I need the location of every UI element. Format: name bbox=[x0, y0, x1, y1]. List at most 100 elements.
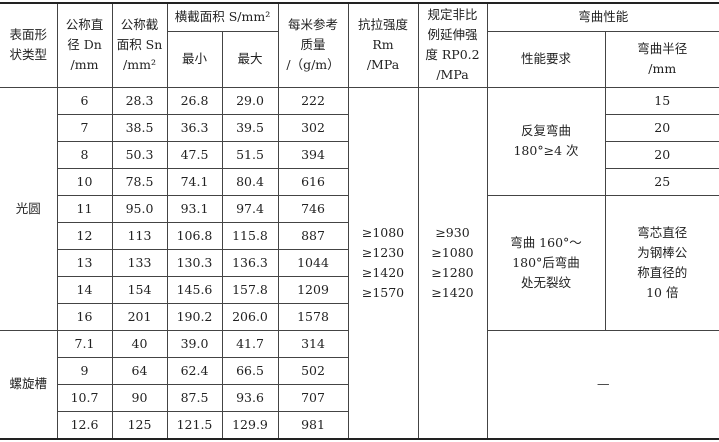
bend-radius: 20 bbox=[604, 140, 719, 169]
area-max: 129.9 bbox=[221, 410, 279, 439]
nominal-diameter: 10 bbox=[57, 167, 113, 196]
nominal-area: 40 bbox=[111, 329, 168, 358]
nominal-area: 50.3 bbox=[111, 140, 168, 169]
bend-radius: 15 bbox=[604, 86, 719, 115]
header-mass: 每米参考 质量 /（g/m） bbox=[277, 2, 349, 88]
table-row: 12.6 125 121.5 129.9 981 bbox=[0, 410, 719, 439]
area-min: 93.1 bbox=[166, 194, 223, 223]
nominal-area: 125 bbox=[111, 410, 168, 439]
nominal-diameter: 13 bbox=[57, 248, 113, 277]
nominal-diameter: 10.7 bbox=[57, 383, 113, 412]
area-max: 97.4 bbox=[221, 194, 279, 223]
proof-strength: ≥930 ≥1080 ≥1280 ≥1420 bbox=[417, 86, 488, 439]
nominal-diameter: 11 bbox=[57, 194, 113, 223]
tensile-strength: ≥1080 ≥1230 ≥1420 ≥1570 bbox=[347, 86, 419, 439]
mass: 1578 bbox=[277, 302, 348, 331]
area-min: 87.5 bbox=[166, 383, 223, 412]
table-row: 10.7 90 87.5 93.6 707 bbox=[0, 383, 719, 412]
table-row: 螺旋槽 7.1 40 39.0 41.7 314 — bbox=[0, 329, 719, 439]
surface-type: 螺旋槽 bbox=[0, 329, 58, 439]
area-max: 93.6 bbox=[221, 383, 279, 412]
bend-radius: 弯芯直径 为钢棒公 称直径的 10 倍 bbox=[604, 194, 719, 331]
area-max: 51.5 bbox=[221, 140, 279, 169]
mass: 314 bbox=[277, 329, 349, 358]
header-surface-type: 表面形 状类型 bbox=[0, 2, 58, 88]
mass: 746 bbox=[277, 194, 349, 223]
nominal-diameter: 7 bbox=[57, 113, 113, 142]
nominal-diameter: 6 bbox=[56, 86, 113, 115]
header-bend-radius: 弯曲半径 /mm bbox=[604, 30, 719, 88]
area-min: 36.3 bbox=[166, 113, 223, 142]
area-min: 39.0 bbox=[166, 329, 223, 358]
nominal-area: 78.5 bbox=[111, 167, 168, 196]
nominal-area: 133 bbox=[111, 248, 168, 277]
area-max: 157.8 bbox=[221, 275, 279, 304]
nominal-diameter: 12.6 bbox=[57, 410, 113, 439]
area-min: 62.4 bbox=[166, 356, 223, 385]
nominal-diameter: 8 bbox=[57, 140, 113, 169]
table-row: 8 50.3 47.5 51.5 394 20 bbox=[0, 140, 719, 169]
mass: 707 bbox=[277, 383, 348, 412]
surface-type: 光圆 bbox=[0, 86, 58, 331]
table-row: 14 154 145.6 157.8 1209 bbox=[0, 275, 719, 304]
table-row: 9 64 62.4 66.5 502 bbox=[0, 356, 719, 385]
area-min: 130.3 bbox=[166, 248, 223, 277]
header-nominal-area: 公称截 面积 Sn /mm² bbox=[111, 2, 168, 88]
area-max: 41.7 bbox=[221, 329, 279, 358]
bend-radius: 20 bbox=[604, 113, 719, 142]
area-max: 29.0 bbox=[221, 86, 279, 115]
mass: 616 bbox=[277, 167, 349, 196]
mass: 1044 bbox=[277, 248, 348, 277]
bend-radius: 25 bbox=[604, 167, 719, 196]
nominal-area: 95.0 bbox=[111, 194, 168, 223]
groove-bending: — bbox=[486, 329, 719, 439]
nominal-diameter: 14 bbox=[57, 275, 113, 304]
mass: 222 bbox=[277, 86, 349, 115]
table-row: 13 133 130.3 136.3 1044 bbox=[0, 248, 719, 277]
header-tensile: 抗拉强度 Rm /MPa bbox=[347, 2, 419, 88]
area-max: 136.3 bbox=[221, 248, 279, 277]
area-max: 80.4 bbox=[221, 167, 279, 196]
area-max: 39.5 bbox=[221, 113, 279, 142]
area-min: 190.2 bbox=[166, 302, 223, 331]
area-min: 26.8 bbox=[166, 86, 223, 115]
nominal-area: 90 bbox=[111, 383, 168, 412]
nominal-area: 113 bbox=[111, 221, 168, 250]
header-max: 最大 bbox=[221, 30, 279, 88]
area-min: 47.5 bbox=[166, 140, 223, 169]
header-bending: 弯曲性能 bbox=[486, 2, 719, 32]
area-max: 206.0 bbox=[221, 302, 279, 331]
area-min: 106.8 bbox=[166, 221, 223, 250]
nominal-area: 38.5 bbox=[111, 113, 168, 142]
table-row: 12 113 106.8 115.8 887 bbox=[0, 221, 719, 250]
nominal-area: 201 bbox=[111, 302, 168, 331]
area-max: 115.8 bbox=[221, 221, 279, 250]
mass: 302 bbox=[277, 113, 349, 142]
area-min: 121.5 bbox=[166, 410, 223, 439]
nominal-diameter: 16 bbox=[57, 302, 113, 331]
mass: 394 bbox=[277, 140, 349, 169]
mass: 502 bbox=[277, 356, 348, 385]
table-row: 11 95.0 93.1 97.4 746 弯曲 160°～ 180°后弯曲 处无裂纹 弯芯… bbox=[0, 194, 719, 331]
area-min: 145.6 bbox=[166, 275, 223, 304]
header-nominal-diameter: 公称直 径 Dn /mm bbox=[56, 2, 113, 88]
mass: 887 bbox=[277, 221, 348, 250]
nominal-area: 154 bbox=[111, 275, 168, 304]
nominal-area: 64 bbox=[111, 356, 168, 385]
header-min: 最小 bbox=[167, 30, 223, 88]
header-proof: 规定非比 例延伸强 度 RP0.2 /MPa bbox=[417, 2, 488, 88]
area-min: 74.1 bbox=[166, 167, 223, 196]
nominal-area: 28.3 bbox=[111, 86, 168, 115]
header-bend-req: 性能要求 bbox=[486, 30, 606, 88]
table-row: 16 201 190.2 206.0 1578 bbox=[0, 302, 719, 331]
table-row: 光圆 6 28.3 26.8 29.0 222 ≥1080 ≥1230 ≥1420 ≥157… bbox=[0, 86, 719, 439]
header-cross-area: 横截面积 S/mm² bbox=[166, 2, 279, 32]
nominal-diameter: 12 bbox=[57, 221, 113, 250]
nominal-diameter: 7.1 bbox=[56, 329, 113, 358]
bend-requirement: 反复弯曲 180°≥4 次 bbox=[486, 86, 606, 196]
bend-requirement: 弯曲 160°～ 180°后弯曲 处无裂纹 bbox=[486, 194, 606, 331]
area-max: 66.5 bbox=[221, 356, 279, 385]
nominal-diameter: 9 bbox=[57, 356, 113, 385]
mass: 981 bbox=[277, 410, 348, 439]
